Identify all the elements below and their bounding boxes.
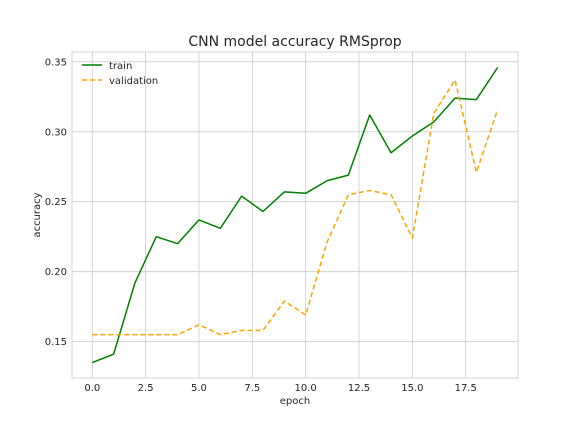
plot-area [71,51,519,379]
series-line-validation [92,79,499,336]
legend-label-validation: validation [109,76,158,87]
x-tick-label: 10.0 [295,383,317,394]
x-tick-label: 5.0 [191,383,207,394]
x-tick-label: 7.5 [244,383,260,394]
y-tick-label: 0.35 [45,57,67,68]
series-line-train [91,66,499,364]
series-layer [91,66,499,364]
y-tick-label: 0.15 [45,337,67,348]
legend-label-train: train [109,61,132,72]
grid [72,52,518,378]
y-axis-label: accuracy [32,192,43,237]
x-tick-label: 0.0 [84,383,100,394]
x-tick-label: 15.0 [401,383,423,394]
y-tick-label: 0.30 [45,127,67,138]
legend: train validation [82,61,158,87]
x-tick-label: 2.5 [138,383,154,394]
y-ticks: 0.15 0.20 0.25 0.30 0.35 [45,57,67,348]
y-tick-label: 0.25 [45,197,67,208]
x-tick-label: 17.5 [455,383,477,394]
chart-title: CNN model accuracy RMSprop [188,34,401,50]
x-ticks: 0.0 2.5 5.0 7.5 10.0 12.5 15.0 17.5 [84,383,477,394]
x-tick-label: 12.5 [348,383,370,394]
x-axis-label: epoch [280,396,310,407]
y-tick-label: 0.20 [45,267,67,278]
